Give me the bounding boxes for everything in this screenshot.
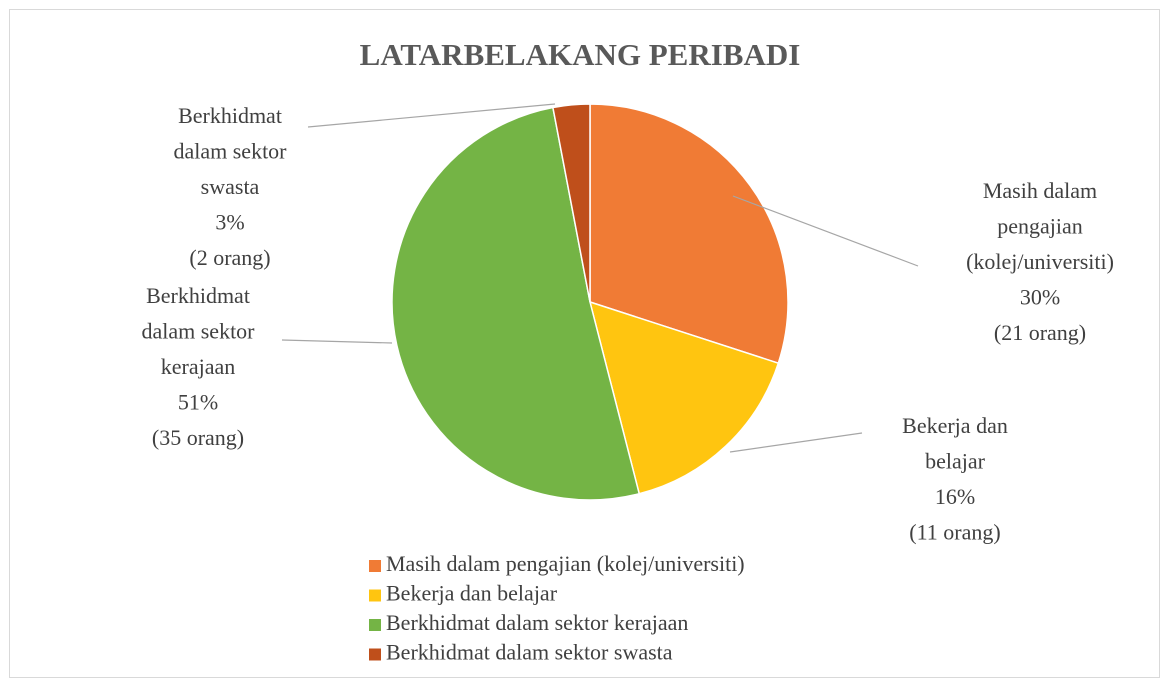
data-label-value: 30%	[1020, 285, 1060, 310]
data-label-count: (21 orang)	[994, 320, 1086, 345]
leader-line	[281, 339, 393, 344]
data-label-count: (35 orang)	[152, 425, 244, 450]
chart-title: LATARBELAKANG PERIBADI	[360, 37, 801, 72]
pie-slice	[391, 106, 641, 501]
data-label-count: (2 orang)	[189, 245, 270, 270]
data-label-name: Berkhidmat dalam sektor swasta	[173, 103, 287, 199]
leader-line	[732, 195, 919, 267]
legend-swatch	[369, 560, 381, 572]
legend-swatch	[369, 648, 381, 661]
data-label-value: 16%	[935, 484, 975, 509]
pie-slice	[589, 103, 789, 365]
data-label-value: 51%	[178, 390, 218, 415]
data-label-name: Masih dalam pengajian (kolej/universiti)	[966, 178, 1114, 274]
data-label-name: Berkhidmat dalam sektor kerajaan	[141, 283, 255, 379]
legend-swatch	[369, 619, 381, 631]
legend-label: Berkhidmat dalam sektor swasta	[386, 640, 673, 665]
legend-label: Bekerja dan belajar	[386, 581, 558, 606]
data-label-value: 3%	[215, 210, 244, 235]
leader-line	[729, 432, 863, 453]
legend-label: Berkhidmat dalam sektor kerajaan	[386, 610, 688, 635]
pie-slice	[552, 103, 591, 303]
pie-slice	[588, 300, 780, 495]
data-label-count: (11 orang)	[909, 520, 1000, 545]
data-label-name: Bekerja dan belajar	[902, 413, 1008, 474]
legend-label: Masih dalam pengajian (kolej/universiti)	[386, 551, 745, 576]
legend-swatch	[369, 589, 381, 602]
leader-line	[307, 103, 556, 128]
